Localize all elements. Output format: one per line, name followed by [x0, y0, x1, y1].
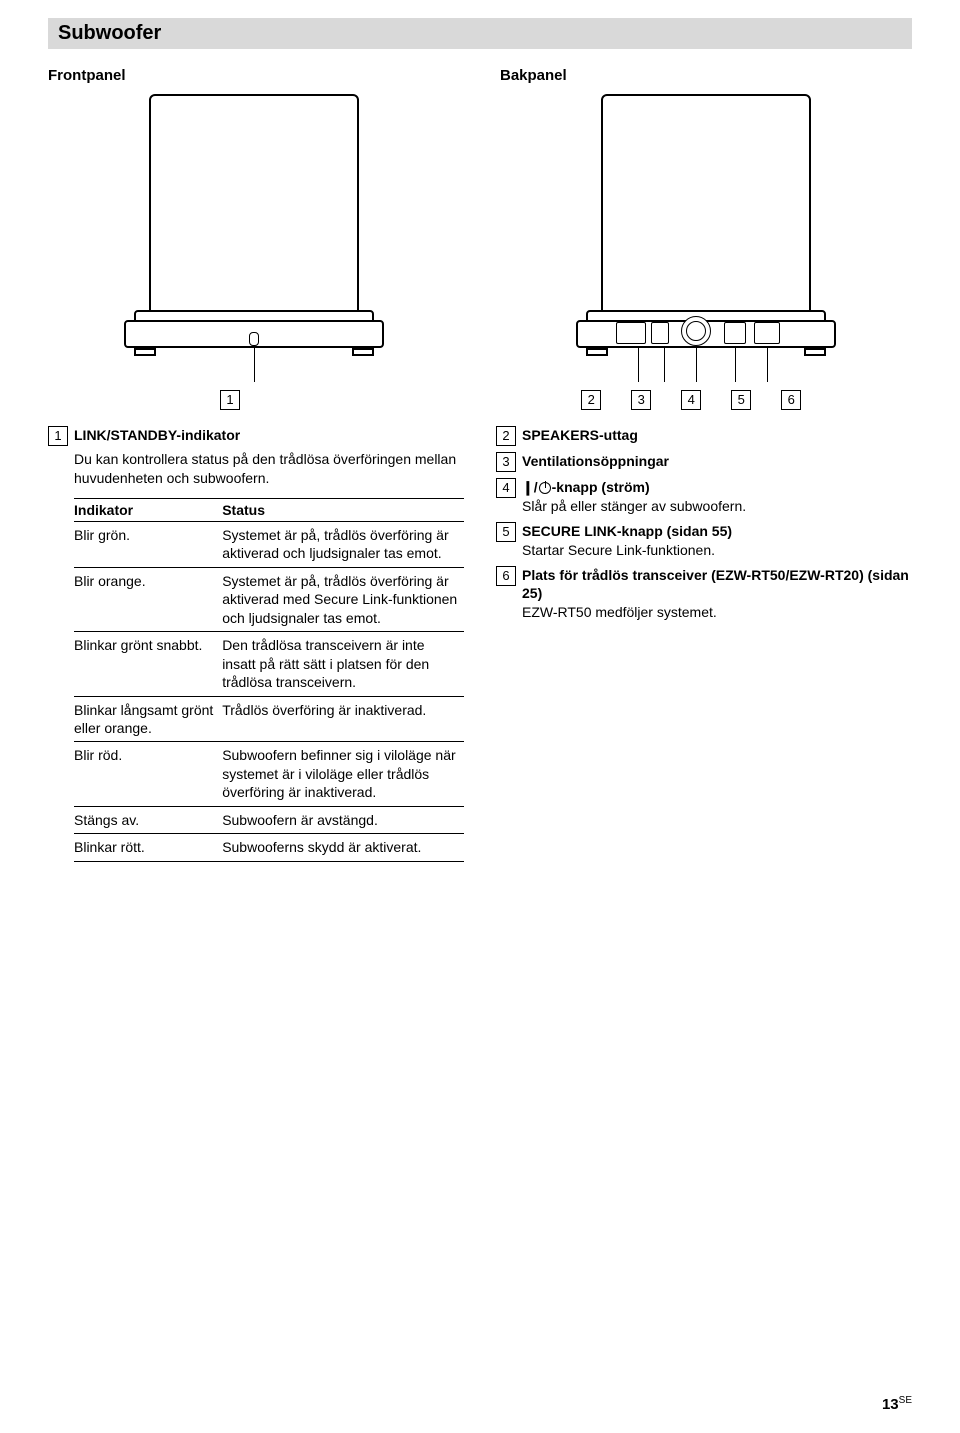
callout-num-5: 5	[731, 390, 751, 410]
table-row: Blinkar grönt snabbt. Den trådlösa trans…	[74, 632, 464, 696]
table-row: Blinkar rött. Subwooferns skydd är aktiv…	[74, 834, 464, 861]
item-5-title: SECURE LINK-knapp (sidan 55)	[522, 522, 912, 541]
back-panel-diagram	[546, 94, 866, 384]
item-1-title: LINK/STANDBY-indikator	[74, 426, 240, 445]
item-4-sub: Slår på eller stänger av subwoofern.	[522, 497, 912, 516]
table-col-status: Status	[222, 498, 464, 521]
status-cell: Trådlös överföring är inaktiverad.	[222, 696, 464, 742]
item-6-num: 6	[496, 566, 516, 586]
status-cell: Systemet är på, trådlös överföring är ak…	[222, 567, 464, 631]
item-2-title: SPEAKERS-uttag	[522, 426, 912, 445]
front-panel-title: Frontpanel	[48, 67, 460, 84]
item-5-num: 5	[496, 522, 516, 542]
item-3: 3 Ventilationsöppningar	[496, 452, 912, 472]
callout-num-1: 1	[220, 390, 240, 410]
indicator-cell: Blinkar rött.	[74, 834, 222, 861]
status-cell: Systemet är på, trådlös överföring är ak…	[222, 521, 464, 567]
item-4-num: 4	[496, 478, 516, 498]
item-4: 4 ❙/ -knapp (ström) Slår på eller stänger…	[496, 478, 912, 516]
right-column: 2 SPEAKERS-uttag 3 Ventilationsöppningar…	[496, 426, 912, 862]
item-5-sub: Startar Secure Link-funktionen.	[522, 541, 912, 560]
indicator-cell: Blir röd.	[74, 742, 222, 806]
page-number-value: 13	[882, 1396, 899, 1413]
item-3-num: 3	[496, 452, 516, 472]
back-panel-title: Bakpanel	[500, 67, 912, 84]
item-4-title: ❙/ -knapp (ström)	[522, 478, 912, 497]
callout-num-6: 6	[781, 390, 801, 410]
item-6-sub: EZW-RT50 medföljer systemet.	[522, 603, 912, 622]
table-row: Blir röd. Subwoofern befinner sig i vilo…	[74, 742, 464, 806]
back-panel-col: Bakpanel	[500, 67, 912, 384]
item-1-num: 1	[48, 426, 68, 446]
indicator-cell: Blir orange.	[74, 567, 222, 631]
content-columns: 1 LINK/STANDBY-indikator Du kan kontroll…	[48, 426, 912, 862]
panels-row: Frontpanel Bakpanel	[48, 67, 912, 384]
callout-numbers-row: 1 2 3 4 5 6	[48, 390, 912, 410]
table-col-indikator: Indikator	[74, 498, 222, 521]
status-cell: Subwooferns skydd är aktiverat.	[222, 834, 464, 861]
item-2-num: 2	[496, 426, 516, 446]
item-4-title-prefix: ❙/	[522, 479, 538, 495]
table-row: Blir orange. Systemet är på, trådlös öve…	[74, 567, 464, 631]
callout-num-4: 4	[681, 390, 701, 410]
table-row: Stängs av. Subwoofern är avstängd.	[74, 806, 464, 833]
front-panel-col: Frontpanel	[48, 67, 460, 384]
callout-num-3: 3	[631, 390, 651, 410]
indicator-cell: Stängs av.	[74, 806, 222, 833]
power-icon	[539, 482, 551, 494]
status-cell: Subwoofern är avstängd.	[222, 806, 464, 833]
item-6: 6 Plats för trådlös transceiver (EZW-RT5…	[496, 566, 912, 623]
indicator-cell: Blinkar långsamt grönt eller orange.	[74, 696, 222, 742]
item-1-desc: Du kan kontrollera status på den trådlös…	[74, 450, 464, 488]
page-number: 13SE	[882, 1395, 912, 1413]
section-heading: Subwoofer	[58, 22, 902, 45]
item-4-title-suffix: -knapp (ström)	[552, 479, 650, 495]
item-5: 5 SECURE LINK-knapp (sidan 55) Startar S…	[496, 522, 912, 560]
page-number-suffix: SE	[899, 1395, 912, 1406]
indicator-status-table: Indikator Status Blir grön. Systemet är …	[74, 498, 464, 862]
indicator-cell: Blir grön.	[74, 521, 222, 567]
section-heading-banner: Subwoofer	[48, 18, 912, 49]
item-6-title: Plats för trådlös transceiver (EZW-RT50/…	[522, 566, 912, 604]
left-column: 1 LINK/STANDBY-indikator Du kan kontroll…	[48, 426, 464, 862]
item-3-title: Ventilationsöppningar	[522, 452, 912, 471]
table-row: Blir grön. Systemet är på, trådlös överf…	[74, 521, 464, 567]
callout-num-2: 2	[581, 390, 601, 410]
indicator-cell: Blinkar grönt snabbt.	[74, 632, 222, 696]
status-cell: Den trådlösa transceivern är inte insatt…	[222, 632, 464, 696]
item-1-head: 1 LINK/STANDBY-indikator	[48, 426, 464, 446]
front-panel-diagram	[94, 94, 414, 384]
table-row: Blinkar långsamt grönt eller orange. Trå…	[74, 696, 464, 742]
status-cell: Subwoofern befinner sig i viloläge när s…	[222, 742, 464, 806]
item-2: 2 SPEAKERS-uttag	[496, 426, 912, 446]
